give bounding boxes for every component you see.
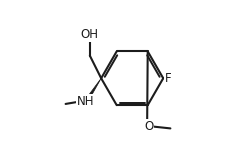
Text: OH: OH: [80, 28, 98, 41]
Polygon shape: [85, 78, 101, 101]
Text: F: F: [164, 72, 171, 85]
Text: O: O: [143, 120, 153, 133]
Text: NH: NH: [77, 95, 94, 108]
